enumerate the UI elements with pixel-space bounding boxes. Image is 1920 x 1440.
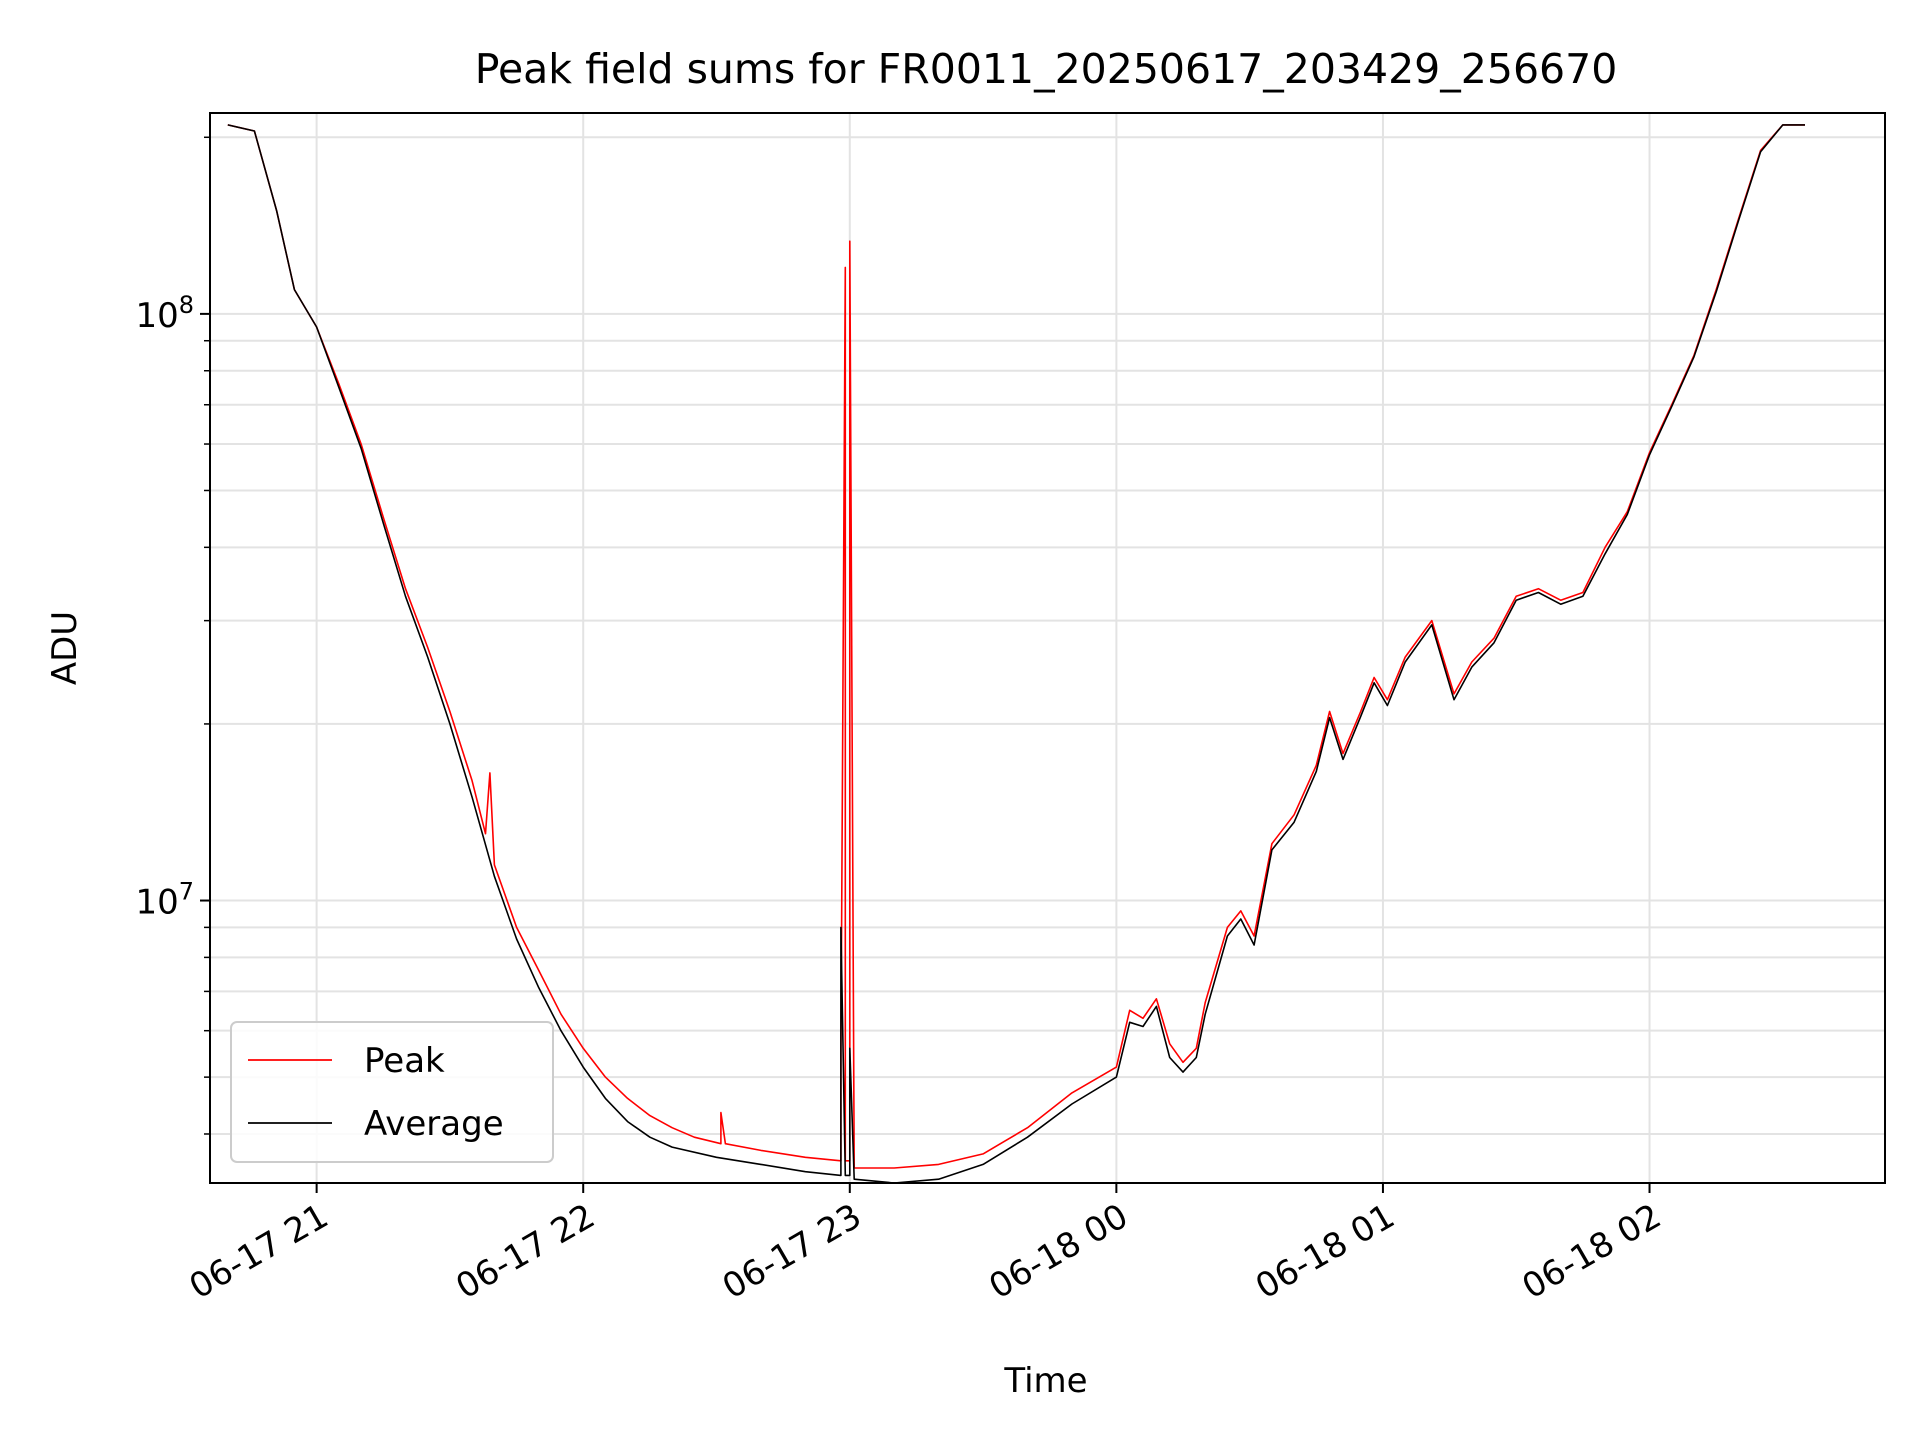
x-tick-label: 06-17 23	[716, 1196, 868, 1307]
x-tick-label: 06-18 01	[1249, 1196, 1401, 1307]
legend-box	[230, 1021, 554, 1163]
x-tick-label: 06-18 02	[1516, 1196, 1668, 1307]
x-axis-ticks: 06-17 21 06-17 22 06-17 23 06-18 00 06-18 01…	[183, 1183, 1668, 1307]
x-tick-label: 06-18 00	[982, 1196, 1134, 1307]
y-axis-label: ADU	[45, 611, 85, 685]
chart-title: Peak field sums for FR0011_20250617_2034…	[475, 45, 1618, 93]
plot-frame	[209, 112, 1886, 1184]
x-tick-label: 06-17 22	[449, 1196, 601, 1307]
y-tick-label: 107	[135, 878, 194, 923]
x-axis-label: Time	[1003, 1361, 1087, 1401]
series-line-peak	[227, 124, 1805, 1169]
y-axis-ticks: 107 108	[135, 136, 210, 1135]
grid	[210, 113, 1885, 1183]
legend-label-average: Average	[364, 1104, 504, 1144]
plot-series	[227, 124, 1805, 1184]
legend: Peak Average	[230, 1021, 554, 1163]
legend-label-peak: Peak	[364, 1041, 445, 1081]
x-tick-label: 06-17 21	[183, 1196, 335, 1307]
series-line-average	[227, 124, 1805, 1184]
y-tick-label: 108	[135, 291, 194, 336]
